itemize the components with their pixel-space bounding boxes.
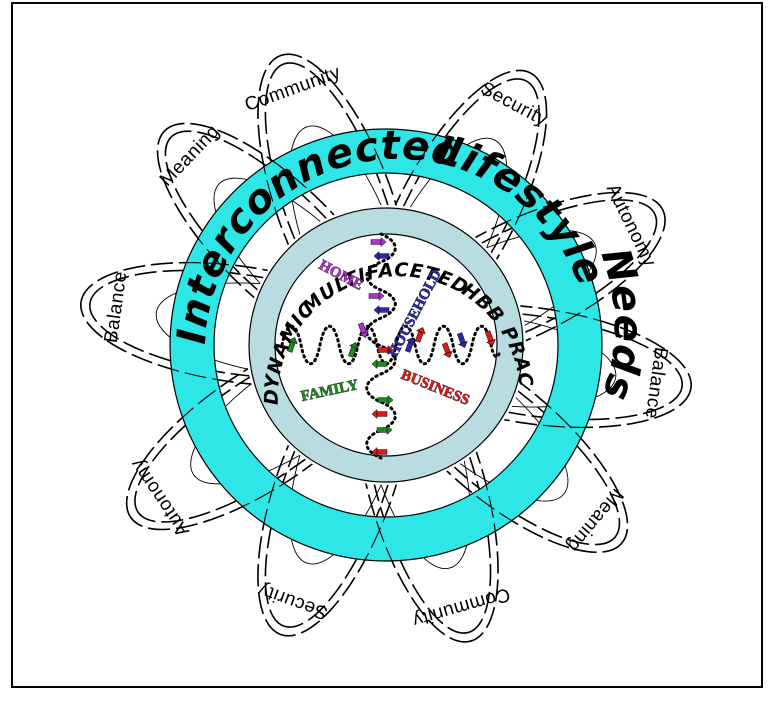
outer-ring-edge <box>169 128 603 562</box>
center-paths <box>280 232 501 460</box>
need-petal-outline <box>381 337 621 546</box>
need-petal-outline <box>88 269 387 379</box>
need-petal-outline <box>384 199 658 360</box>
horizontal-wavy-path <box>280 324 501 366</box>
vertical-wavy-path <box>365 232 397 460</box>
inner-ring <box>246 205 526 485</box>
inner-ring-edge <box>248 207 524 483</box>
center-arrow-family <box>376 424 393 436</box>
center-arrow-business <box>371 446 388 458</box>
need-petal-outline <box>372 78 540 348</box>
center-arrow-business <box>377 344 394 356</box>
center-arrow-household <box>405 337 416 353</box>
inner-ring-edge <box>274 233 498 457</box>
center-arrows <box>287 236 496 458</box>
center-arrow-home <box>358 322 369 338</box>
center-arrow-family <box>287 337 298 353</box>
center-arrow-business <box>442 342 453 358</box>
center-arrow-business <box>485 330 496 346</box>
need-petal-outline <box>264 62 405 346</box>
center-arrow-household <box>373 304 390 316</box>
center-arrow-family <box>377 394 394 406</box>
inner-ring-band <box>249 208 523 482</box>
center-arrow-home <box>368 290 385 302</box>
need-petal-outline <box>385 311 684 421</box>
center-arrow-family <box>348 342 359 358</box>
need-petal-outline <box>134 335 390 523</box>
center-arrow-business <box>371 408 388 420</box>
need-petal-outline <box>363 344 492 634</box>
center-arrow-family <box>371 358 388 370</box>
center-arrow-household <box>457 332 468 348</box>
outer-ring-band <box>170 129 602 561</box>
need-petal-outline <box>264 344 405 628</box>
outer-ring-edge <box>213 172 559 518</box>
center-arrow-business <box>415 327 426 343</box>
center-arrow-home <box>370 236 387 248</box>
center-arrow-household <box>373 250 390 262</box>
need-petal-outline <box>164 130 392 352</box>
outer-ring <box>169 128 603 562</box>
